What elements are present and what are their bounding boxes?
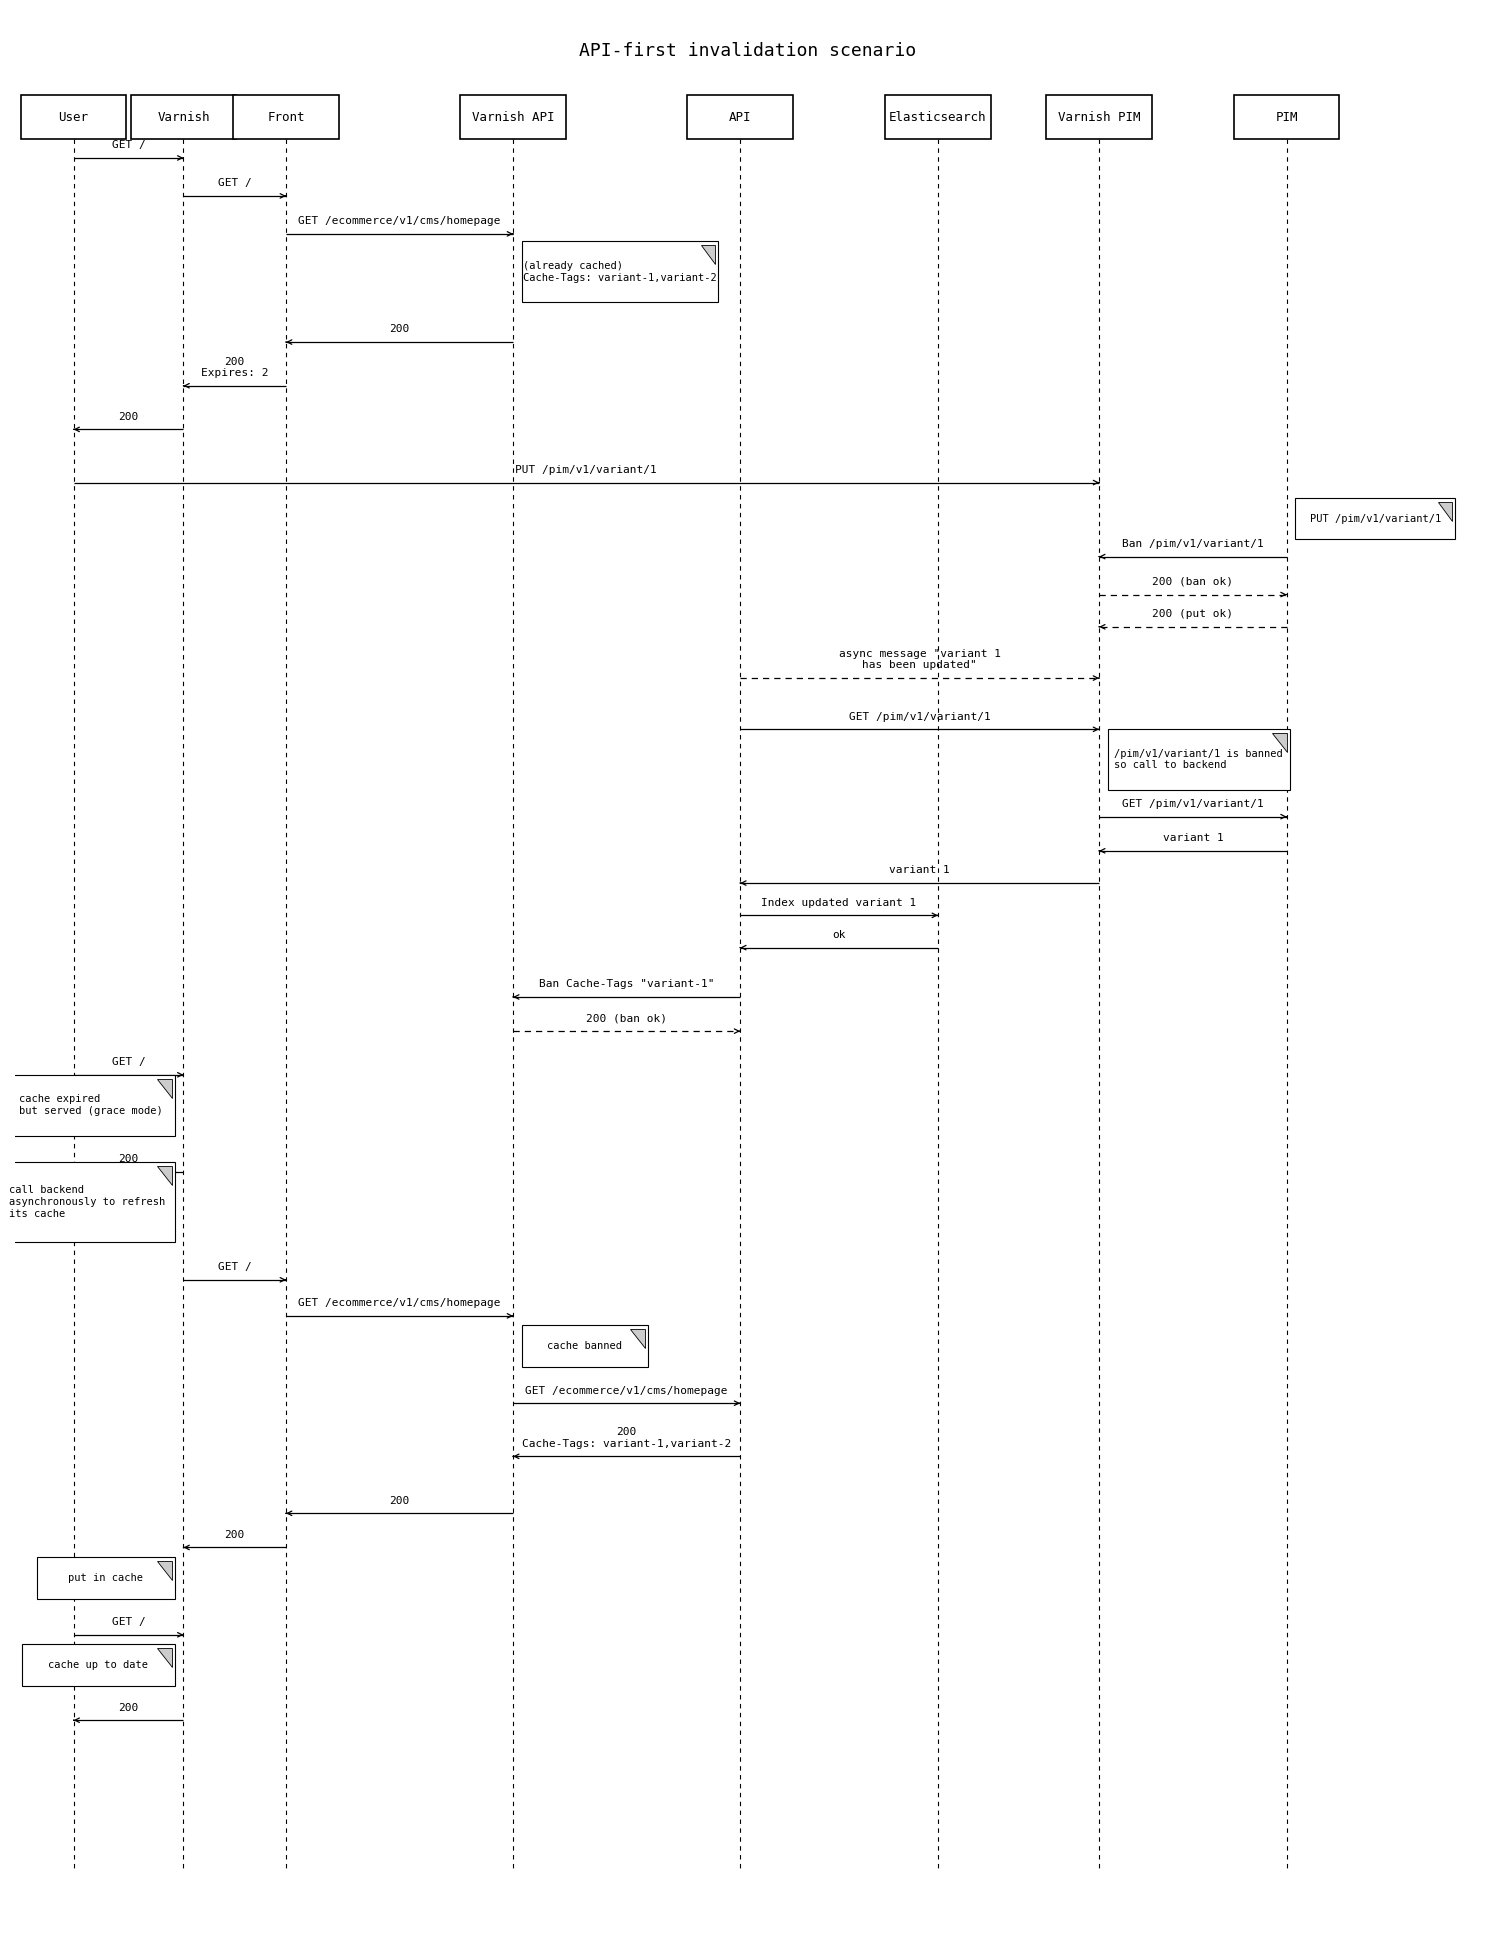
Polygon shape [631, 1329, 644, 1348]
FancyBboxPatch shape [0, 1162, 175, 1242]
Text: Index updated variant 1: Index updated variant 1 [761, 897, 916, 908]
Text: 200 (ban ok): 200 (ban ok) [1153, 577, 1233, 587]
Text: ok: ok [833, 930, 846, 939]
FancyBboxPatch shape [1046, 95, 1151, 139]
FancyBboxPatch shape [460, 95, 565, 139]
FancyBboxPatch shape [1108, 730, 1290, 790]
Text: GET /: GET / [112, 139, 145, 151]
Text: 200
Cache-Tags: variant-1,variant-2: 200 Cache-Tags: variant-1,variant-2 [522, 1428, 731, 1449]
Text: GET /pim/v1/variant/1: GET /pim/v1/variant/1 [1123, 800, 1263, 810]
Text: GET /ecommerce/v1/cms/homepage: GET /ecommerce/v1/cms/homepage [299, 1298, 501, 1307]
Text: GET /ecommerce/v1/cms/homepage: GET /ecommerce/v1/cms/homepage [299, 217, 501, 227]
Text: Varnish API: Varnish API [472, 110, 555, 124]
FancyBboxPatch shape [233, 95, 339, 139]
FancyBboxPatch shape [688, 95, 792, 139]
Text: variant 1: variant 1 [1163, 833, 1223, 843]
Text: 200: 200 [389, 325, 410, 335]
FancyBboxPatch shape [130, 95, 236, 139]
Text: Varnish PIM: Varnish PIM [1058, 110, 1141, 124]
Text: GET /pim/v1/variant/1: GET /pim/v1/variant/1 [849, 711, 991, 723]
Text: PUT /pim/v1/variant/1: PUT /pim/v1/variant/1 [516, 465, 658, 475]
Text: /pim/v1/variant/1 is banned
so call to backend: /pim/v1/variant/1 is banned so call to b… [1114, 750, 1283, 771]
Text: 200: 200 [389, 1495, 410, 1505]
FancyBboxPatch shape [7, 1075, 175, 1135]
FancyBboxPatch shape [1233, 95, 1340, 139]
Text: PUT /pim/v1/variant/1: PUT /pim/v1/variant/1 [1310, 513, 1441, 523]
Text: GET /: GET / [218, 178, 251, 188]
Text: 200: 200 [118, 413, 139, 422]
Polygon shape [157, 1561, 172, 1581]
Text: async message "variant 1
has been updated": async message "variant 1 has been update… [839, 649, 1000, 670]
Text: PIM: PIM [1275, 110, 1298, 124]
Text: 200
Expires: 2: 200 Expires: 2 [200, 356, 269, 378]
Text: API-first invalidation scenario: API-first invalidation scenario [579, 43, 916, 60]
Text: Varnish: Varnish [157, 110, 209, 124]
FancyBboxPatch shape [22, 1645, 175, 1685]
Polygon shape [1272, 732, 1287, 752]
Polygon shape [157, 1166, 172, 1185]
Polygon shape [701, 246, 715, 263]
Text: cache banned: cache banned [547, 1340, 622, 1352]
FancyBboxPatch shape [21, 95, 126, 139]
Text: GET /: GET / [218, 1263, 251, 1273]
Text: cache expired
but served (grace mode): cache expired but served (grace mode) [19, 1094, 163, 1116]
Text: call backend
asynchronously to refresh
its cache: call backend asynchronously to refresh i… [9, 1185, 166, 1218]
Text: cache up to date: cache up to date [48, 1660, 148, 1670]
Text: Ban /pim/v1/variant/1: Ban /pim/v1/variant/1 [1123, 538, 1263, 548]
Polygon shape [1438, 502, 1452, 521]
Text: User: User [58, 110, 88, 124]
Text: 200 (put ok): 200 (put ok) [1153, 610, 1233, 620]
FancyBboxPatch shape [885, 95, 991, 139]
Text: 200: 200 [118, 1154, 139, 1164]
FancyBboxPatch shape [37, 1557, 175, 1598]
FancyBboxPatch shape [1296, 498, 1455, 540]
Text: Ban Cache-Tags "variant-1": Ban Cache-Tags "variant-1" [538, 980, 715, 990]
Text: GET /: GET / [112, 1058, 145, 1067]
Polygon shape [157, 1079, 172, 1098]
Text: put in cache: put in cache [69, 1573, 144, 1583]
Text: GET /: GET / [112, 1617, 145, 1627]
Text: Front: Front [268, 110, 305, 124]
Polygon shape [157, 1648, 172, 1668]
Text: (already cached)
Cache-Tags: variant-1,variant-2: (already cached) Cache-Tags: variant-1,v… [523, 261, 718, 283]
Text: Elasticsearch: Elasticsearch [890, 110, 987, 124]
Text: API: API [730, 110, 752, 124]
Text: GET /ecommerce/v1/cms/homepage: GET /ecommerce/v1/cms/homepage [525, 1385, 728, 1395]
FancyBboxPatch shape [522, 1325, 647, 1368]
Text: 200: 200 [118, 1703, 139, 1712]
Text: 200: 200 [224, 1530, 245, 1540]
Text: variant 1: variant 1 [890, 866, 949, 876]
FancyBboxPatch shape [522, 242, 718, 302]
Text: 200 (ban ok): 200 (ban ok) [586, 1013, 667, 1023]
